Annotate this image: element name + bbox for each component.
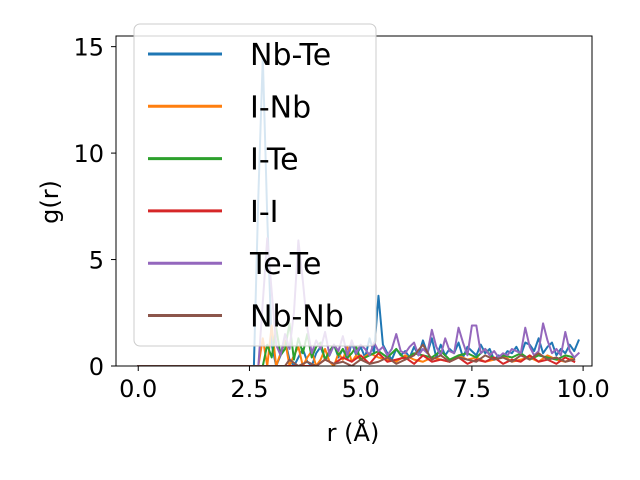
y-tick-label: 15 [73,34,104,62]
legend-label-te-te: Te-Te [249,247,321,282]
legend: Nb-Te I-Nb I-Te I-I Te-Te Nb-Nb [133,23,377,347]
y-tick-label: 0 [89,353,104,381]
x-tick-label: 10.0 [556,375,609,403]
series-layer [137,56,581,366]
series-line-i-i [137,352,576,366]
series-line-nb-nb [137,343,576,366]
legend-label-i-nb: I-Nb [250,90,311,125]
legend-label-nb-te: Nb-Te [250,38,331,73]
x-tick-label: 7.5 [453,375,491,403]
x-tick-label: 0.0 [119,375,157,403]
legend-label-nb-nb: Nb-Nb [250,300,344,335]
x-tick-label: 2.5 [230,375,268,403]
x-ticks: 0.0 2.5 5.0 7.5 10.0 [119,366,610,403]
legend-box [133,23,377,347]
y-ticks: 0 5 10 15 [73,34,116,381]
x-tick-label: 5.0 [342,375,380,403]
legend-label-i-i: I-I [250,195,279,230]
series-line-i-te [137,322,576,366]
y-axis-label: g(r) [36,180,64,224]
y-tick-label: 5 [89,247,104,275]
legend-label-i-te: I-Te [250,143,299,178]
y-tick-label: 10 [73,140,104,168]
x-axis-label: r (Å) [327,418,380,447]
series-line-nb-te [137,56,580,366]
